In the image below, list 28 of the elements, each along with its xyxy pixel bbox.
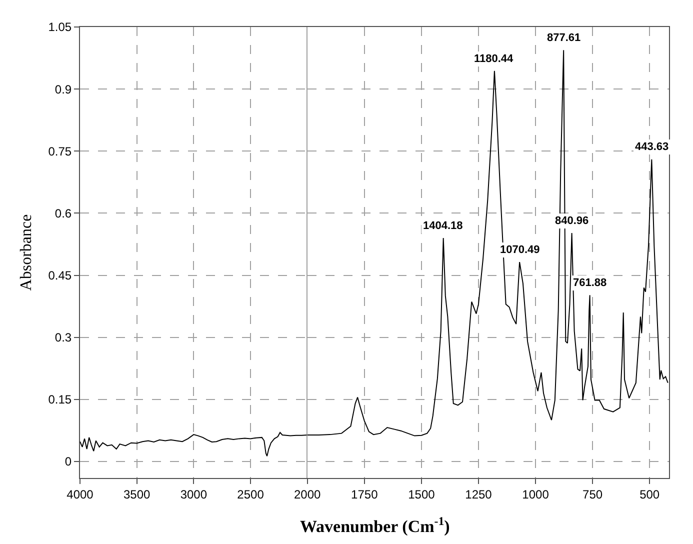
x-tick-label: 1750 <box>351 487 378 502</box>
annotation: 1070.49 <box>500 244 540 256</box>
annotation: 877.61 <box>547 32 581 44</box>
y-tick-label: 0.45 <box>48 268 72 282</box>
x-tick-label: 4000 <box>66 487 94 502</box>
y-axis-title: Absorbance <box>18 214 36 291</box>
x-tick-label: 2000 <box>294 487 322 502</box>
y-tick-label: 0.9 <box>54 82 72 96</box>
y-tick-label: 0.3 <box>54 330 72 345</box>
x-tick-label: 500 <box>640 487 660 502</box>
x-tick-label: 750 <box>582 487 603 502</box>
annotation: 1180.44 <box>474 53 514 65</box>
y-tick-label: 0.15 <box>48 392 72 407</box>
x-tick-label: 1250 <box>465 487 492 502</box>
x-tick-label: 1500 <box>408 487 436 502</box>
annotation: 761.88 <box>573 277 607 289</box>
y-tick-label: 0 <box>64 454 72 469</box>
annotation: 840.96 <box>555 215 589 227</box>
annotation: 443.63 <box>635 141 669 153</box>
y-tick-label: 0.6 <box>54 206 72 220</box>
x-tick-label: 2500 <box>237 487 264 502</box>
x-tick-label: 1000 <box>522 487 550 502</box>
x-tick-label: 3000 <box>180 487 208 502</box>
annotation: 1404.18 <box>423 220 463 232</box>
x-tick-label: 3500 <box>123 487 151 502</box>
x-axis-title: Wavenumber (Cm$^{-1}$) <box>300 514 450 536</box>
y-tick-label: 1.05 <box>48 20 72 34</box>
y-tick-label: 0.75 <box>48 144 72 158</box>
